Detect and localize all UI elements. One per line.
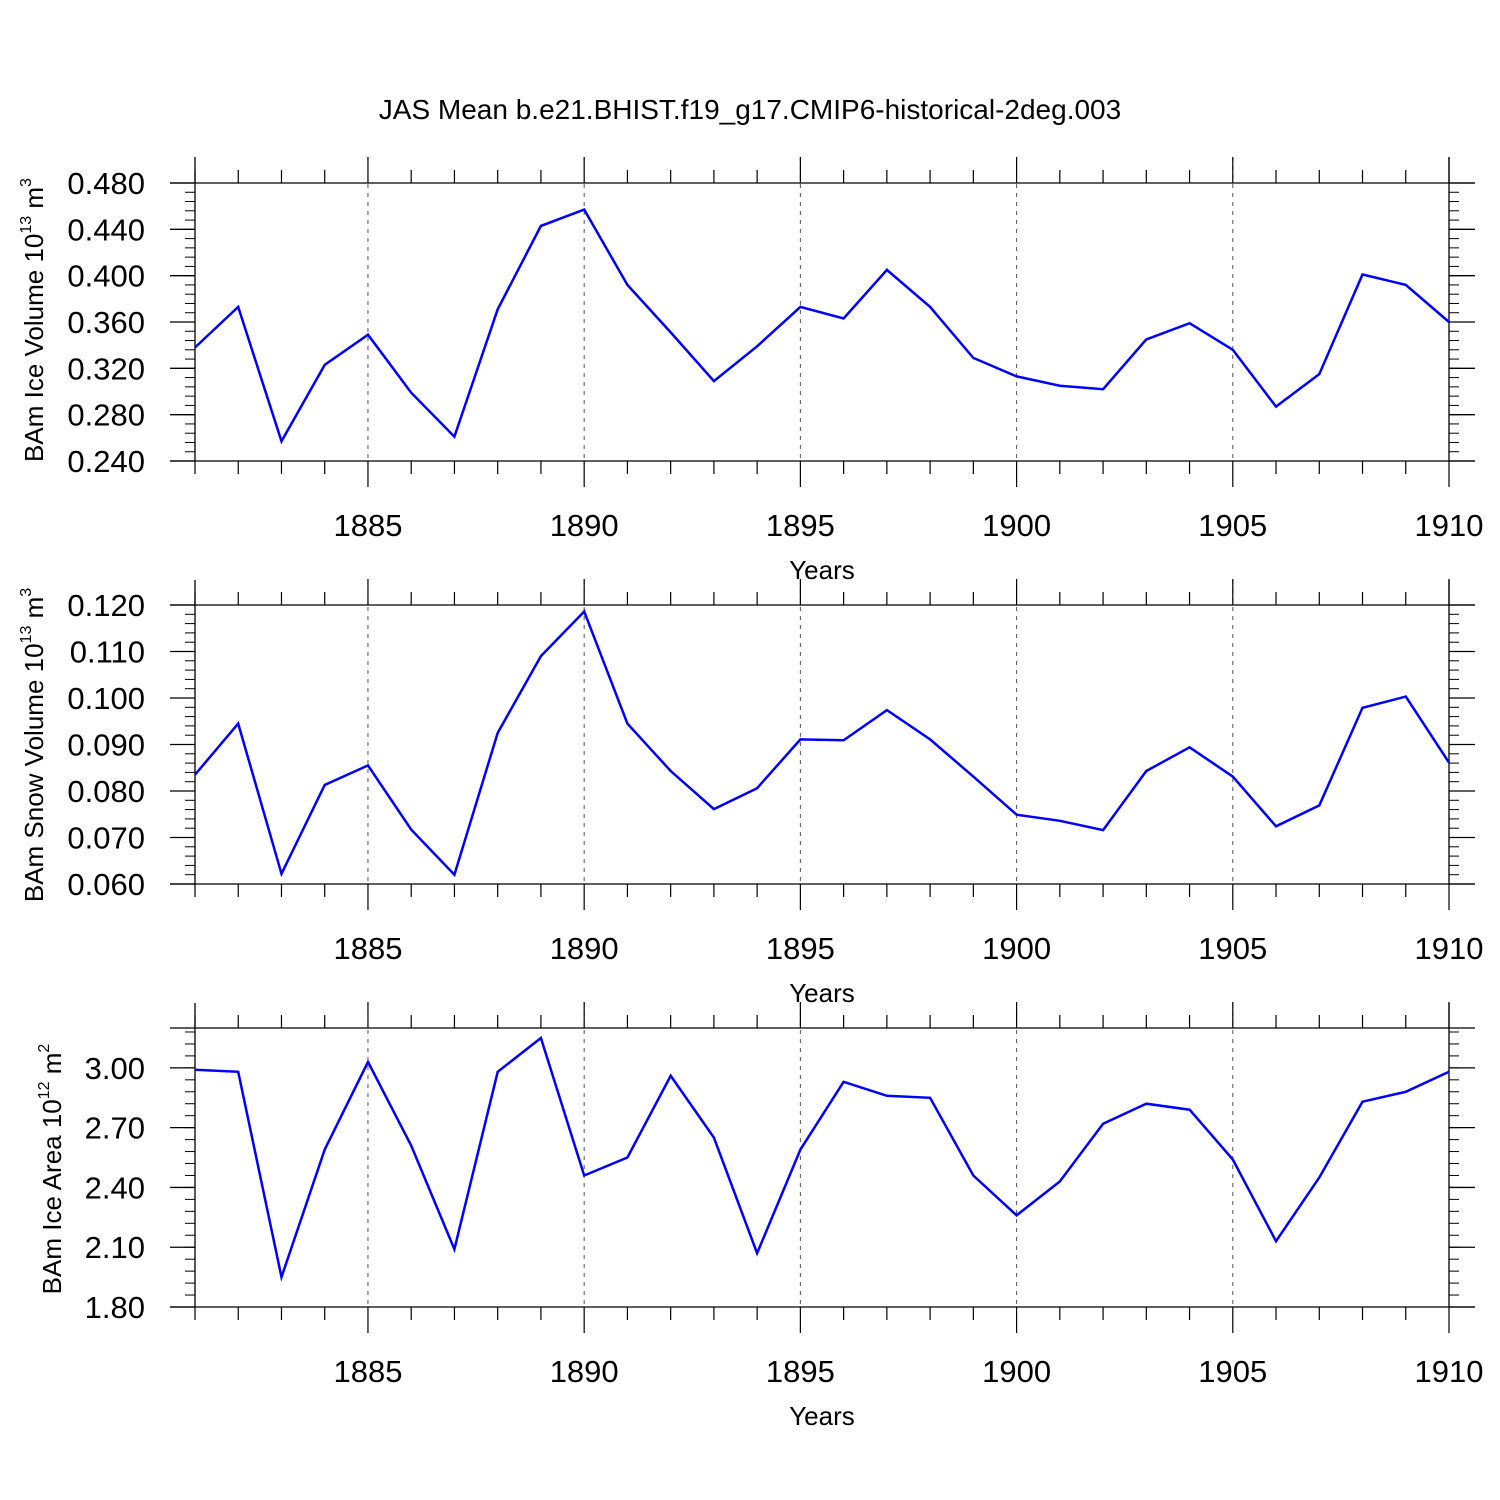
x-tick-label: 1905 — [1198, 931, 1267, 966]
x-tick-label: 1885 — [333, 1354, 402, 1389]
y-axis-label: BAm Ice Area 1012 m2 — [36, 1044, 67, 1295]
y-tick-label: 0.360 — [67, 305, 145, 340]
y-tick-label: 0.100 — [67, 681, 145, 716]
panel-ice-area: 1.80 2.10 2.40 2.70 3.00 1885 1890 1895 1900 1905… — [36, 1002, 1483, 1431]
y-tick-label: 0.110 — [70, 635, 145, 670]
series-line — [194, 609, 1451, 878]
x-tick-label: 1895 — [766, 508, 835, 543]
x-tick-label: 1910 — [1415, 931, 1484, 966]
x-tick-label: 1910 — [1415, 1354, 1484, 1389]
x-tick-label: 1900 — [982, 931, 1051, 966]
x-tick-label: 1885 — [333, 508, 402, 543]
x-tick-label: 1890 — [550, 931, 619, 966]
y-tick-label: 3.00 — [85, 1051, 145, 1086]
y-tick-label: 0.090 — [67, 728, 145, 763]
y-tick-label: 2.10 — [85, 1230, 145, 1265]
figure-title: JAS Mean b.e21.BHIST.f19_g17.CMIP6-histo… — [379, 94, 1121, 125]
y-tick-label: 0.440 — [67, 212, 145, 247]
series-line — [194, 1035, 1450, 1282]
x-tick-label: 1900 — [982, 1354, 1051, 1389]
y-tick-label: 0.480 — [67, 166, 145, 201]
y-tick-label: 0.320 — [67, 351, 145, 386]
x-tick-label: 1910 — [1415, 508, 1484, 543]
y-tick-label: 0.400 — [67, 259, 145, 294]
y-axis-label: BAm Snow Volume 1013 m3 — [18, 588, 49, 902]
x-tick-label: 1905 — [1198, 508, 1267, 543]
y-tick-label: 0.060 — [67, 867, 145, 902]
x-axis-label: Years — [789, 555, 855, 585]
y-axis-label: BAm Ice Volume 1013 m3 — [18, 178, 49, 462]
series-line — [194, 208, 1450, 445]
y-tick-label: 0.120 — [67, 588, 145, 623]
x-tick-label: 1905 — [1198, 1354, 1267, 1389]
y-tick-label: 2.70 — [85, 1111, 145, 1146]
x-tick-label: 1900 — [982, 508, 1051, 543]
x-tick-label: 1890 — [550, 508, 619, 543]
x-axis-label: Years — [789, 978, 855, 1008]
y-tick-label: 0.240 — [67, 444, 145, 479]
x-tick-label: 1890 — [550, 1354, 619, 1389]
x-axis-label: Years — [789, 1401, 855, 1431]
panel-ice-volume: 0.240 0.280 0.320 0.360 0.400 0.440 0.480 1885 1… — [18, 157, 1483, 585]
y-tick-label: 0.280 — [67, 398, 145, 433]
x-tick-label: 1885 — [333, 931, 402, 966]
x-tick-label: 1895 — [766, 1354, 835, 1389]
y-tick-label: 0.080 — [67, 774, 145, 809]
x-tick-label: 1895 — [766, 931, 835, 966]
y-tick-label: 2.40 — [85, 1170, 145, 1205]
panel-snow-volume: 0.060 0.070 0.080 0.090 0.100 0.110 0.120 1885 1… — [18, 579, 1483, 1008]
y-tick-label: 0.070 — [67, 821, 145, 856]
y-tick-label: 1.80 — [85, 1290, 145, 1325]
